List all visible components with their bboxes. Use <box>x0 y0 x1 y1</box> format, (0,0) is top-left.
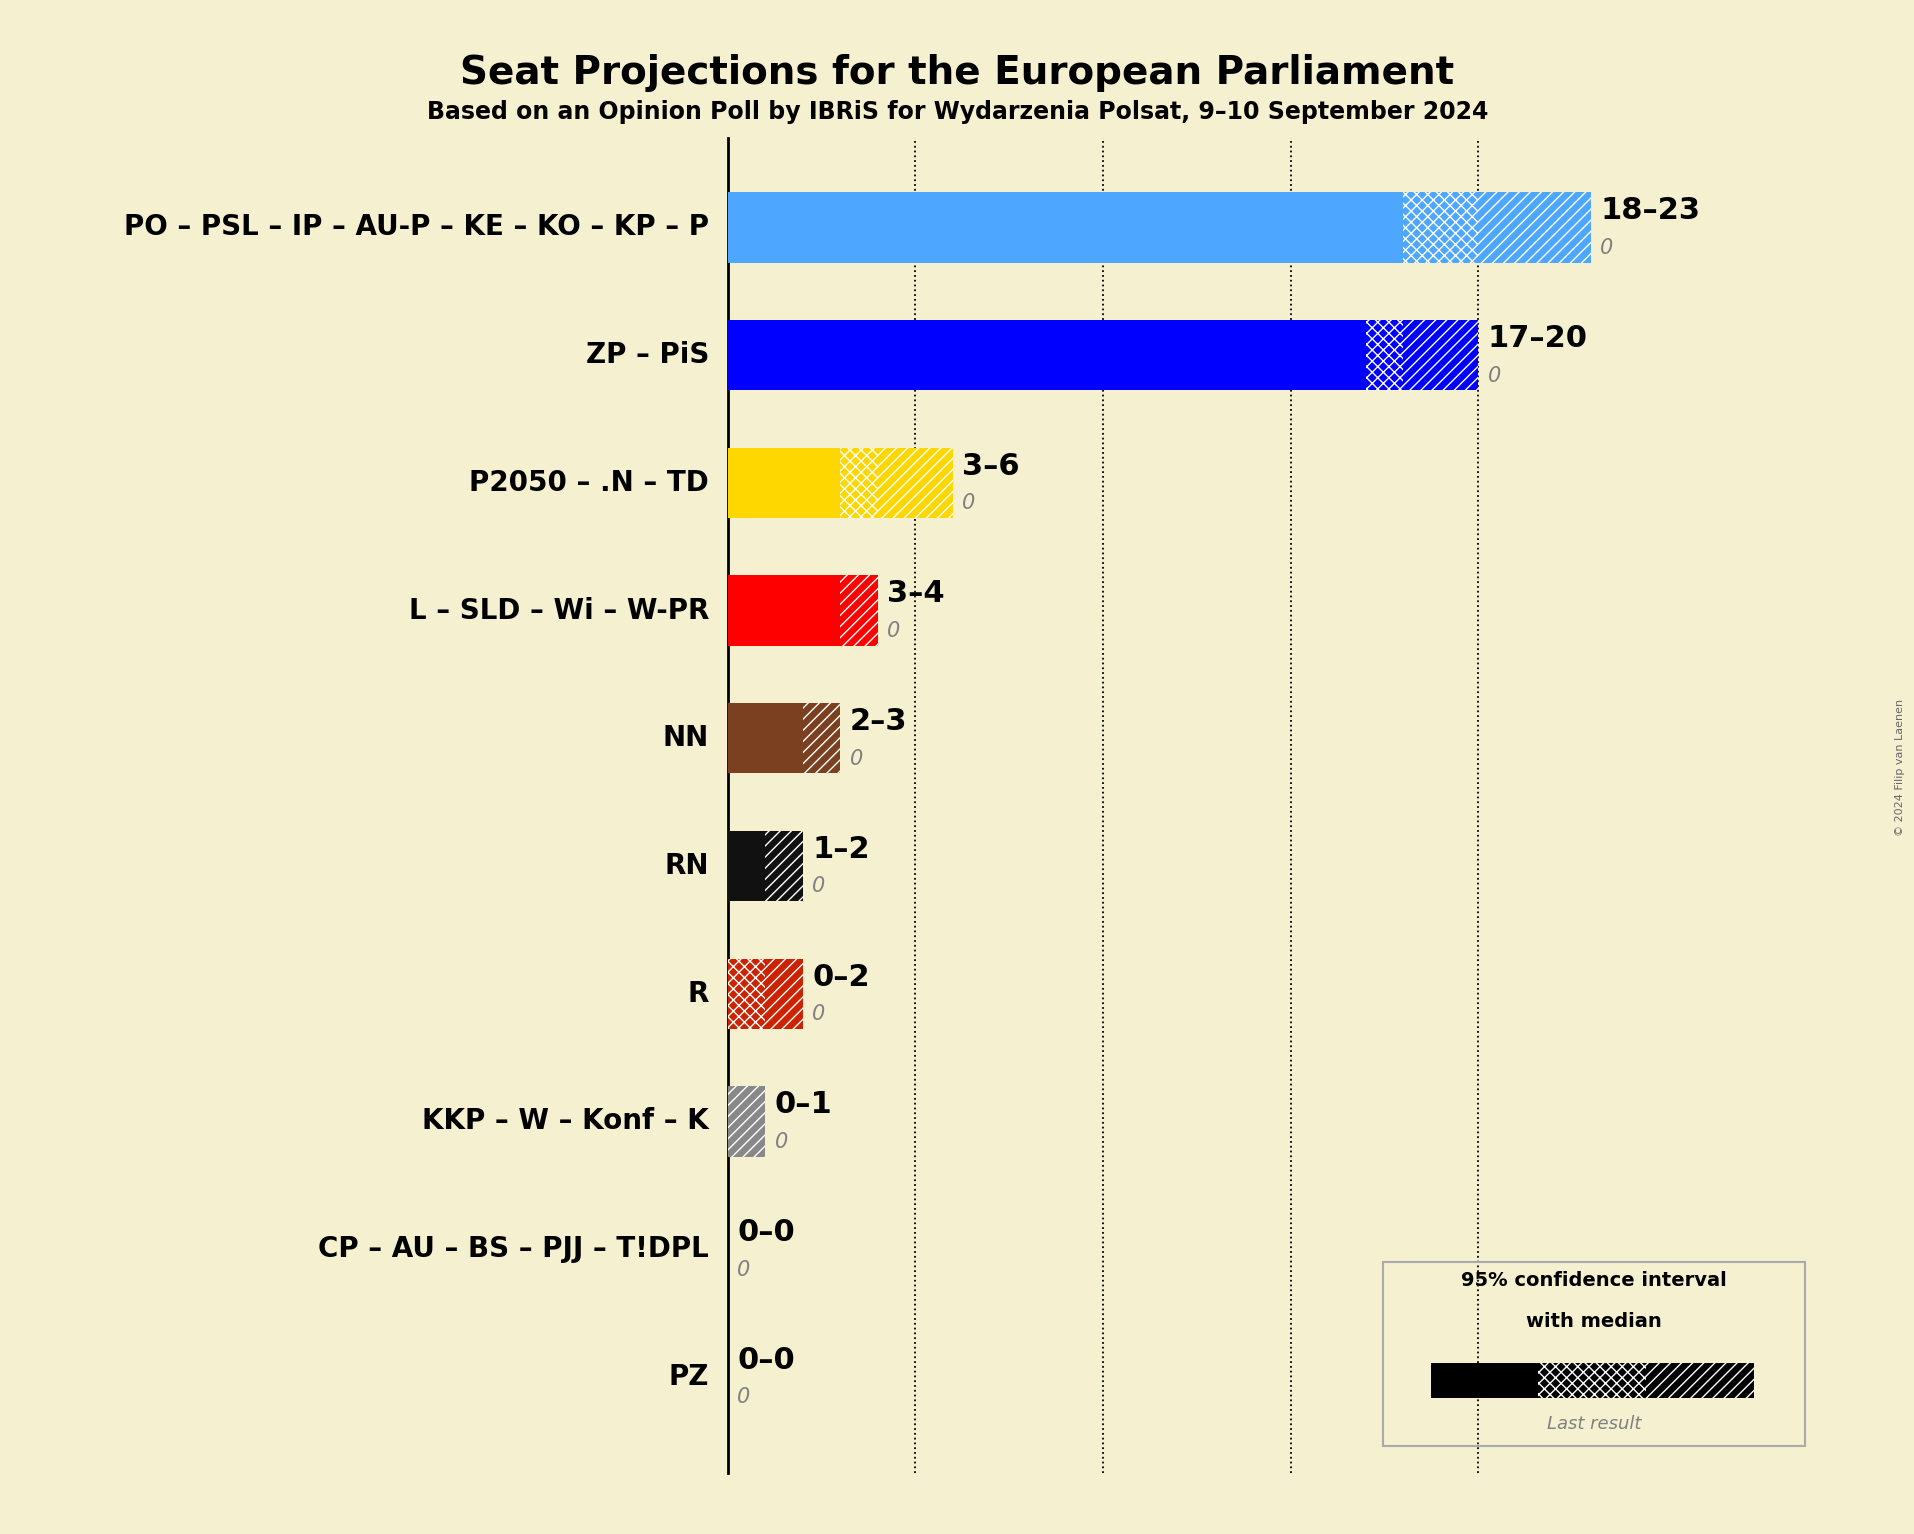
Bar <box>766 959 802 1029</box>
Bar <box>1478 192 1591 262</box>
Bar <box>1403 192 1478 262</box>
Bar <box>766 831 802 900</box>
Text: 0: 0 <box>886 621 900 641</box>
Bar <box>840 448 877 518</box>
Text: 17–20: 17–20 <box>1487 324 1587 353</box>
Bar <box>727 703 802 773</box>
Bar <box>1403 321 1478 390</box>
Bar <box>727 831 766 900</box>
Bar <box>1430 1364 1537 1397</box>
Text: 18–23: 18–23 <box>1600 196 1700 225</box>
Text: CP – AU – BS – PJJ – T!DPL: CP – AU – BS – PJJ – T!DPL <box>318 1235 708 1262</box>
Text: 1–2: 1–2 <box>812 834 869 864</box>
Text: 0: 0 <box>812 876 825 896</box>
Text: L – SLD – Wi – W-PR: L – SLD – Wi – W-PR <box>408 597 708 624</box>
Text: KKP – W – Konf – K: KKP – W – Konf – K <box>421 1108 708 1135</box>
Bar <box>727 1086 766 1157</box>
Text: 0–2: 0–2 <box>812 963 869 991</box>
Bar <box>727 1086 766 1157</box>
Text: 0: 0 <box>1600 238 1614 258</box>
Bar <box>727 959 766 1029</box>
Bar <box>1365 321 1403 390</box>
Bar <box>1644 1364 1753 1397</box>
Text: Seat Projections for the European Parliament: Seat Projections for the European Parlia… <box>459 54 1455 92</box>
Bar <box>1478 192 1591 262</box>
Text: Last result: Last result <box>1547 1414 1640 1433</box>
Bar <box>727 575 840 646</box>
Text: 95% confidence interval: 95% confidence interval <box>1460 1272 1726 1290</box>
Text: 0–0: 0–0 <box>737 1218 794 1247</box>
Text: PO – PSL – IP – AU-P – KE – KO – KP – P: PO – PSL – IP – AU-P – KE – KO – KP – P <box>124 213 708 241</box>
Bar <box>1537 1364 1644 1397</box>
Text: RN: RN <box>664 851 708 881</box>
Bar <box>802 703 840 773</box>
Bar <box>840 448 877 518</box>
Bar <box>1403 321 1478 390</box>
Bar <box>840 575 877 646</box>
Bar <box>1365 321 1403 390</box>
Bar <box>840 575 877 646</box>
Text: P2050 – .N – TD: P2050 – .N – TD <box>469 469 708 497</box>
Text: 3–4: 3–4 <box>886 580 944 609</box>
Bar <box>727 959 766 1029</box>
Text: NN: NN <box>662 724 708 752</box>
Text: R: R <box>687 980 708 1008</box>
Text: 0: 0 <box>812 1005 825 1025</box>
Text: 0: 0 <box>1487 365 1501 385</box>
Text: 0–1: 0–1 <box>773 1091 833 1120</box>
Bar <box>1403 192 1478 262</box>
Text: 2–3: 2–3 <box>850 707 907 736</box>
Text: 0: 0 <box>737 1259 750 1279</box>
Text: 0: 0 <box>963 494 974 514</box>
Text: Based on an Opinion Poll by IBRiS for Wydarzenia Polsat, 9–10 September 2024: Based on an Opinion Poll by IBRiS for Wy… <box>427 100 1487 124</box>
Text: 0–0: 0–0 <box>737 1345 794 1374</box>
Text: with median: with median <box>1525 1312 1661 1330</box>
Bar <box>877 448 953 518</box>
Bar <box>802 703 840 773</box>
Text: PZ: PZ <box>668 1362 708 1391</box>
Bar <box>877 448 953 518</box>
Text: 0: 0 <box>773 1132 787 1152</box>
Text: 0: 0 <box>737 1387 750 1407</box>
Bar <box>727 192 1403 262</box>
Bar <box>1537 1364 1644 1397</box>
Bar <box>766 831 802 900</box>
Text: 0: 0 <box>850 749 863 769</box>
Text: ZP – PiS: ZP – PiS <box>586 341 708 370</box>
Text: 3–6: 3–6 <box>963 453 1020 480</box>
Bar <box>766 959 802 1029</box>
Text: © 2024 Filip van Laenen: © 2024 Filip van Laenen <box>1893 698 1904 836</box>
Bar <box>1644 1364 1753 1397</box>
Bar <box>727 321 1365 390</box>
Bar <box>727 448 840 518</box>
